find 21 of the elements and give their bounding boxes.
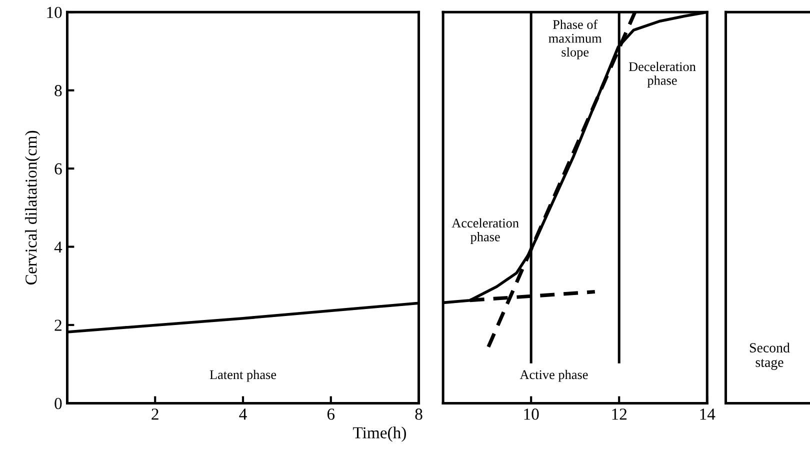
- x-tick-label: 10: [524, 408, 539, 420]
- text: Second stage: [750, 342, 790, 370]
- y-tick-label: 10: [47, 6, 62, 18]
- x-axis-title: Time(h): [352, 426, 406, 442]
- y-tick-label: 0: [54, 398, 62, 410]
- x-tick-label: 4: [239, 408, 247, 420]
- y-tick-label: 2: [54, 320, 62, 331]
- y-axis-title: Cervical dilatation(cm): [25, 130, 40, 284]
- annotation: Active phase: [520, 370, 588, 382]
- annotation: Deceleration phase: [628, 62, 696, 88]
- y-tick-label: 8: [54, 85, 62, 96]
- annotation: Phase of maximum slope: [548, 20, 602, 60]
- x-tick-label: 8: [415, 408, 422, 420]
- annotation: Acceleration phase: [452, 218, 519, 244]
- annotation: Latent phase: [210, 370, 276, 382]
- y-tick-label: 4: [54, 242, 62, 253]
- x-tick-label: 12: [612, 408, 627, 420]
- x-tick-label: 6: [327, 408, 335, 420]
- y-tick-label: 6: [54, 163, 62, 174]
- x-tick-label: 14: [700, 408, 716, 420]
- x-tick-label: 2: [152, 408, 158, 420]
